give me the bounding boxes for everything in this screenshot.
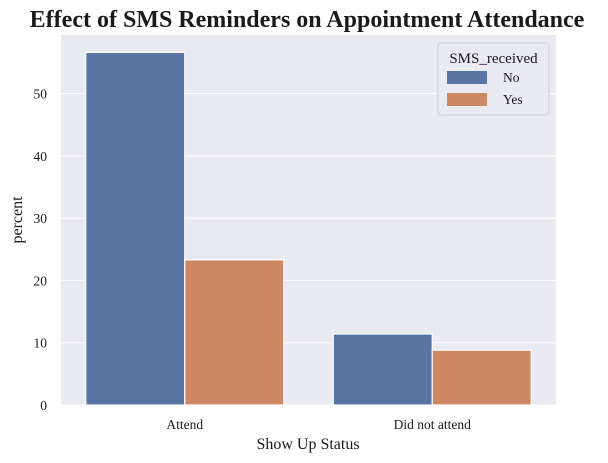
legend-label: Yes: [503, 92, 523, 107]
x-tick-label: Did not attend: [394, 417, 471, 432]
y-tick-label: 10: [34, 336, 48, 351]
y-tick-label: 20: [34, 273, 48, 288]
x-axis-label: Show Up Status: [256, 436, 359, 453]
bar-no-did-not-attend: [332, 333, 433, 406]
bar-yes-did-not-attend: [431, 349, 532, 406]
y-tick-label: 50: [34, 87, 48, 102]
legend-title: SMS_received: [449, 51, 538, 67]
bars: [85, 51, 532, 406]
chart-title: Effect of SMS Reminders on Appointment A…: [30, 7, 585, 33]
legend-label: No: [503, 70, 520, 85]
legend-items: No Yes: [447, 70, 523, 107]
y-axis-label: percent: [9, 196, 26, 244]
x-tick-label: Attend: [166, 417, 203, 432]
bar-yes-attend: [184, 259, 285, 406]
x-axis-ticks: Attend Did not attend: [166, 417, 471, 432]
y-tick-label: 0: [40, 398, 47, 413]
legend-swatch: [447, 71, 487, 84]
y-tick-label: 30: [34, 211, 48, 226]
legend: SMS_received No Yes: [437, 42, 550, 116]
legend-swatch: [447, 93, 487, 106]
bar-no-attend: [85, 51, 186, 406]
y-axis-ticks: 0 10 20 30 40 50: [34, 87, 48, 413]
y-tick-label: 40: [34, 149, 48, 164]
